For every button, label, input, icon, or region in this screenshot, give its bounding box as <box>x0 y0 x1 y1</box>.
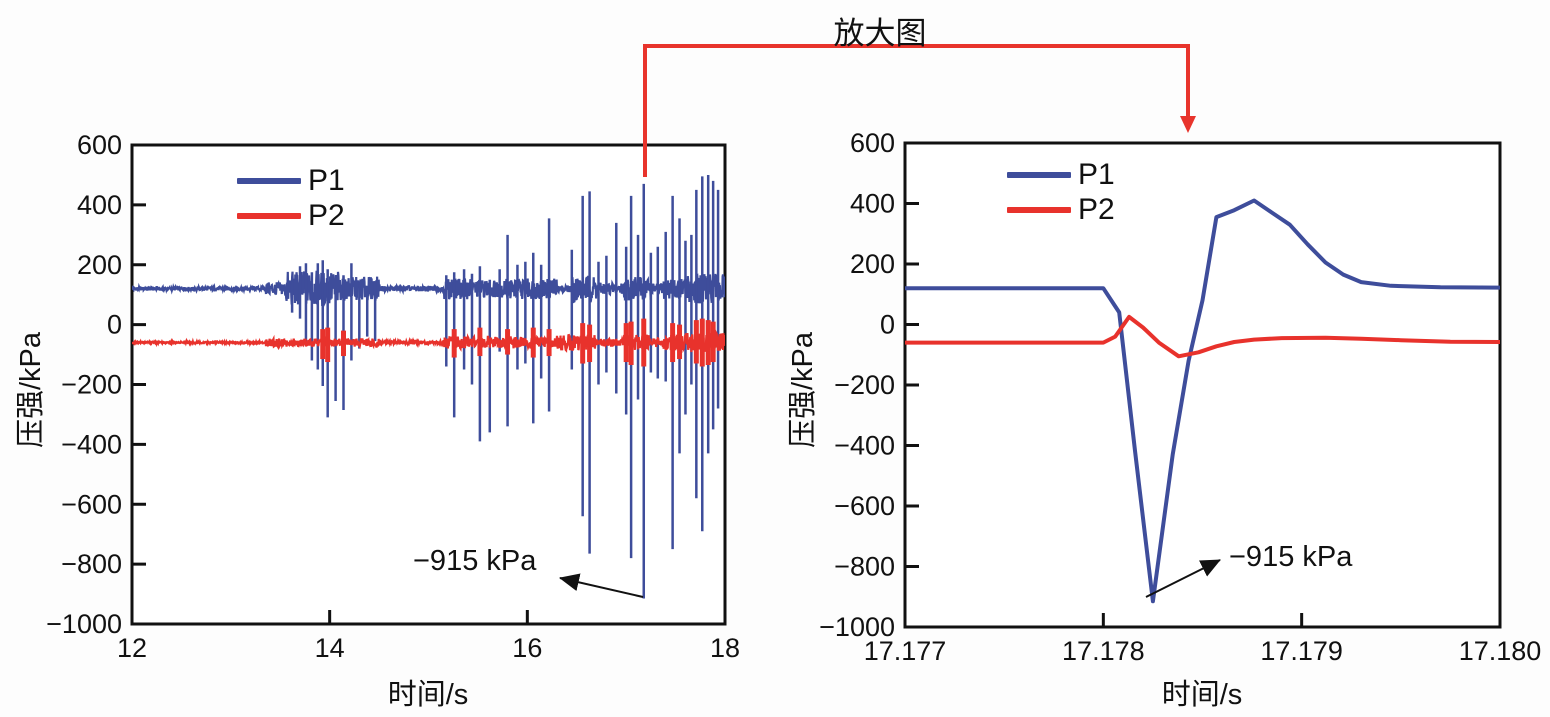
left-chart-legend: P1 P2 <box>237 166 345 231</box>
p1-line-swatch <box>1007 172 1071 178</box>
legend-label-p2: P2 <box>308 199 345 232</box>
x-tick-label: 14 <box>315 633 345 663</box>
y-tick-label: −1000 <box>46 609 122 639</box>
y-tick-label: 200 <box>77 250 122 280</box>
legend-label-p2: P2 <box>1078 193 1115 226</box>
x-tick-label: 17.177 <box>864 636 947 666</box>
y-tick-label: −600 <box>834 491 895 521</box>
y-tick-label: −400 <box>61 429 122 459</box>
y-tick-label: −400 <box>834 431 895 461</box>
zoom-callout-label: 放大图 <box>833 16 927 51</box>
series-p2 <box>905 314 1500 359</box>
y-tick-label: −600 <box>61 489 122 519</box>
y-tick-label: 600 <box>77 130 122 160</box>
legend-item-p2: P2 <box>1007 195 1115 225</box>
y-tick-label: 200 <box>850 249 895 279</box>
y-tick-label: −800 <box>61 549 122 579</box>
left-peak-annotation: −915 kPa <box>413 545 537 577</box>
zoom-connector-arrowhead-icon <box>1180 116 1196 133</box>
right-chart-legend: P1 P2 <box>1007 160 1115 225</box>
x-tick-label: 17.178 <box>1062 636 1145 666</box>
zoom-connector <box>643 44 1196 177</box>
legend-label-p1: P1 <box>1078 158 1115 191</box>
y-tick-label: −200 <box>61 370 122 400</box>
annotation-arrow <box>1145 559 1221 598</box>
y-tick-label: 0 <box>107 310 122 340</box>
y-tick-label: 600 <box>850 128 895 158</box>
zoom-connector-line <box>643 44 1190 177</box>
annotation-arrow <box>559 573 644 598</box>
x-tick-label: 17.179 <box>1260 636 1343 666</box>
right-peak-annotation: −915 kPa <box>1229 541 1353 573</box>
y-tick-label: 0 <box>880 310 895 340</box>
legend-item-p1: P1 <box>1007 160 1115 190</box>
right-y-axis-title: 压强/kPa <box>787 331 819 449</box>
legend-item-p2: P2 <box>237 201 345 231</box>
left-x-axis-title: 时间/s <box>387 679 469 711</box>
y-tick-label: −200 <box>834 370 895 400</box>
series-p2-spikes <box>320 318 716 367</box>
legend-label-p1: P1 <box>308 164 345 197</box>
y-tick-label: −1000 <box>819 612 895 642</box>
right-x-axis-title: 时间/s <box>1161 679 1243 711</box>
series-p1 <box>905 198 1500 604</box>
plot-border <box>903 141 1502 629</box>
legend-item-p1: P1 <box>237 166 345 196</box>
x-tick-label: 17.180 <box>1459 636 1542 666</box>
y-tick-label: −800 <box>834 552 895 582</box>
y-tick-label: 400 <box>77 190 122 220</box>
x-tick-label: 16 <box>512 633 542 663</box>
p2-line-swatch <box>1007 207 1071 213</box>
left-y-axis-title: 压强/kPa <box>15 331 47 449</box>
p1-line-swatch <box>237 178 301 184</box>
x-tick-label: 12 <box>117 633 147 663</box>
x-tick-label: 18 <box>710 633 740 663</box>
p2-line-swatch <box>237 213 301 219</box>
y-tick-label: 400 <box>850 189 895 219</box>
